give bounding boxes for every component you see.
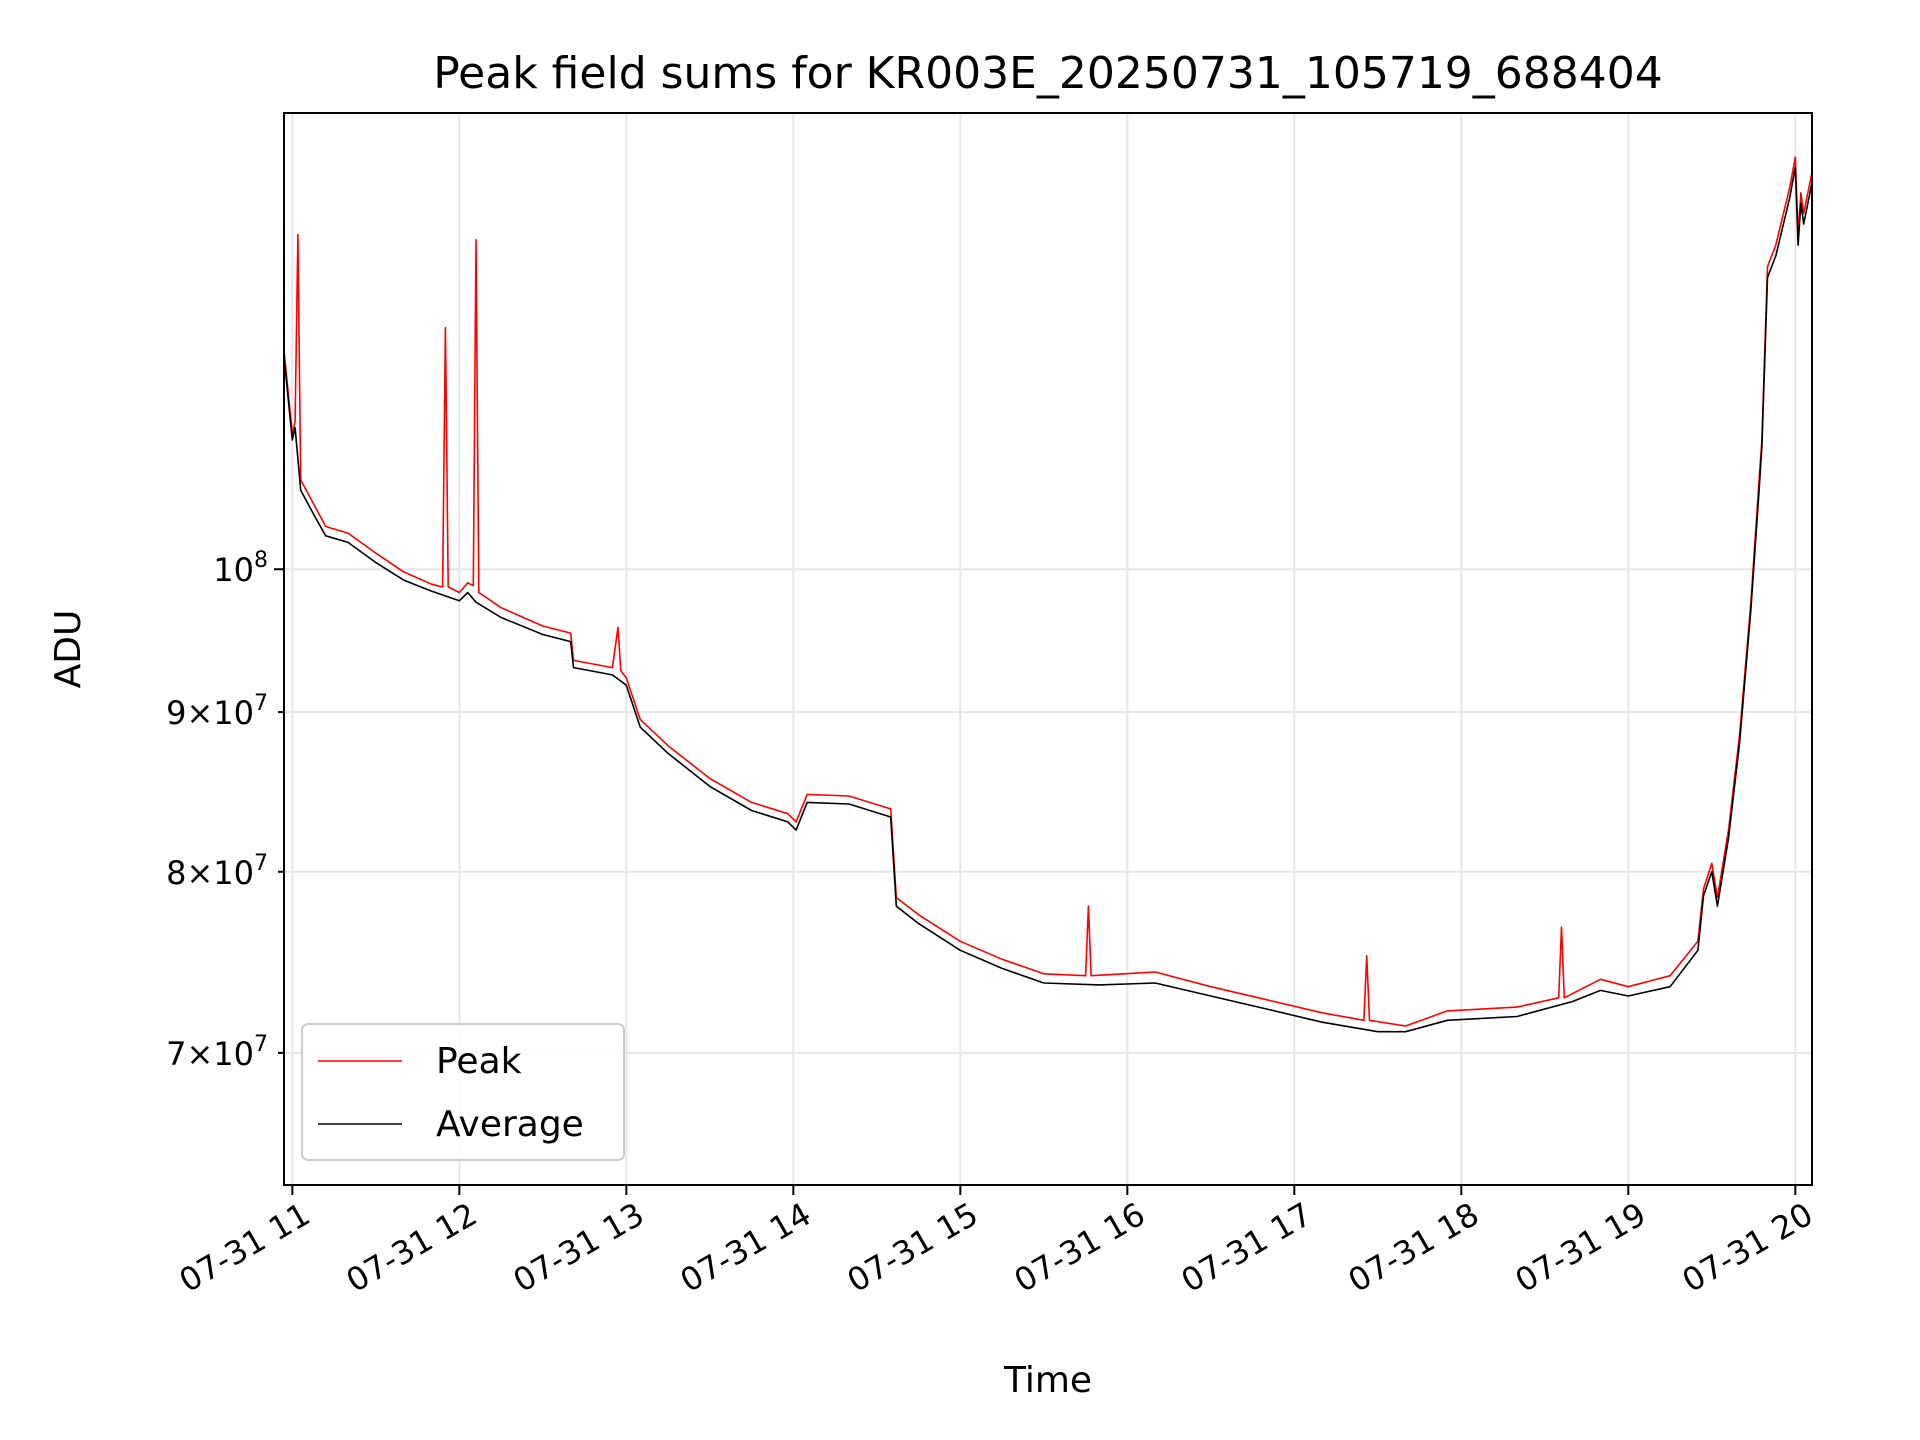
grid-lines <box>284 113 1812 1185</box>
legend-label-average: Average <box>436 1104 584 1145</box>
chart-title: Peak field sums for KR003E_20250731_1057… <box>433 48 1663 99</box>
legend-box <box>301 1023 625 1161</box>
plot-area-frame <box>283 112 1813 1186</box>
plot-series <box>284 156 1812 1033</box>
y-tick-label: 9×107 <box>166 691 268 732</box>
y-tick-label: 7×107 <box>166 1032 268 1073</box>
y-axis-ticks: 7×107 8×107 9×107 108 <box>166 548 284 1073</box>
x-axis-label: Time <box>1003 1360 1092 1401</box>
y-tick-label: 8×107 <box>166 851 268 892</box>
series-line-average <box>284 166 1812 1033</box>
legend: Peak Average <box>301 1023 625 1161</box>
y-axis-label: ADU <box>48 610 89 689</box>
y-tick-label: 108 <box>213 548 268 589</box>
series-line-peak <box>284 156 1812 1027</box>
legend-label-peak: Peak <box>436 1041 522 1082</box>
